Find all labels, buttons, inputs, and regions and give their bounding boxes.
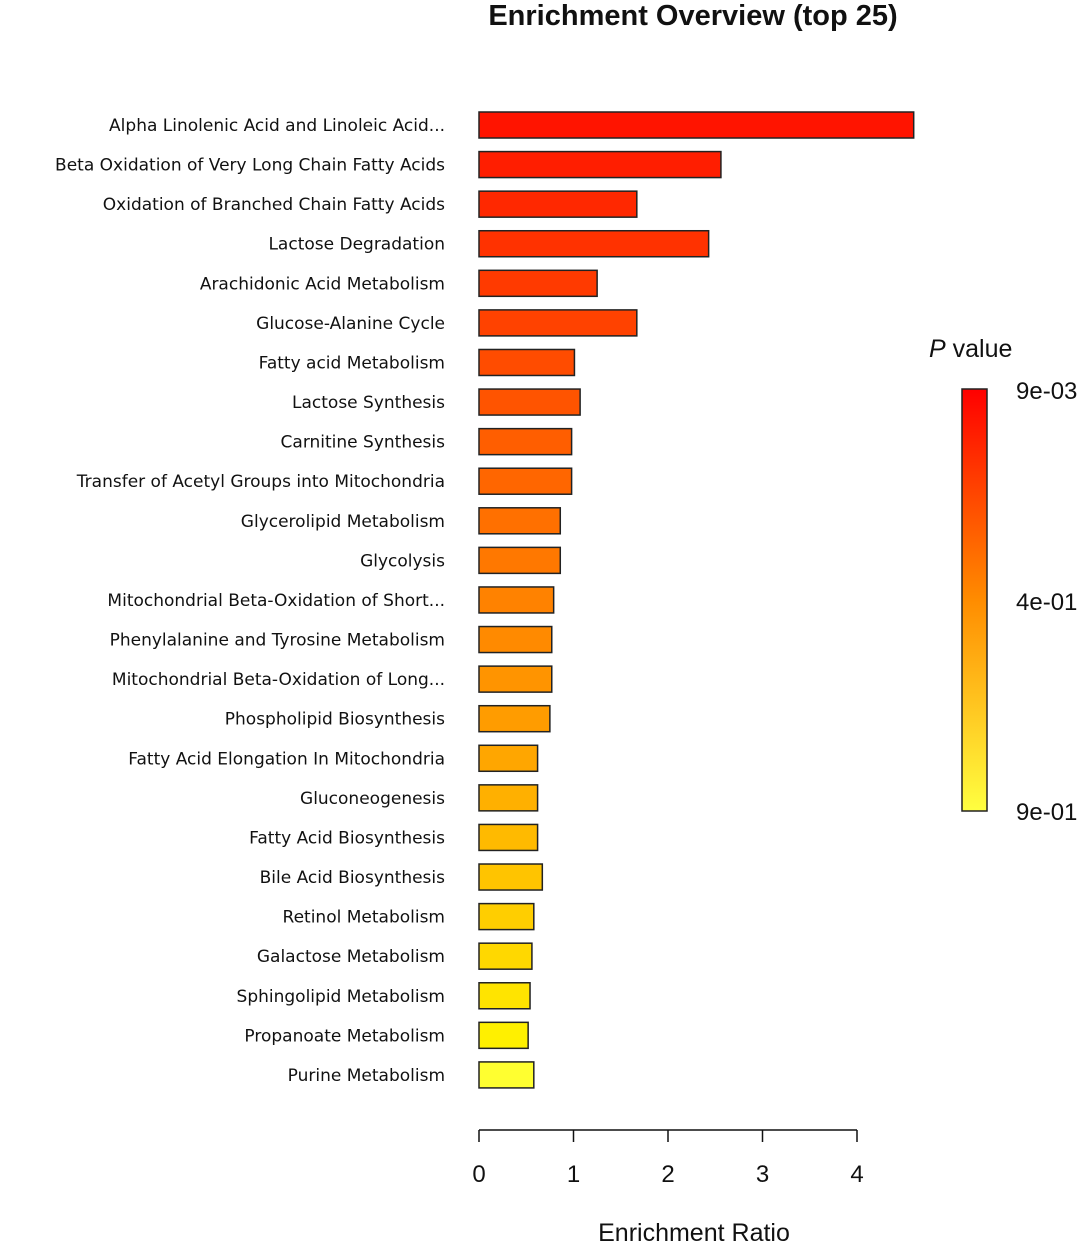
bar <box>478 427 573 456</box>
category-label: Transfer of Acetyl Groups into Mitochond… <box>76 472 445 492</box>
category-label: Mitochondrial Beta-Oxidation of Short... <box>107 591 445 611</box>
category-label: Lactose Degradation <box>268 235 445 255</box>
category-label: Beta Oxidation of Very Long Chain Fatty … <box>55 156 445 176</box>
bar <box>478 388 581 416</box>
x-tick-label: 4 <box>850 1161 863 1188</box>
x-tick-label: 3 <box>756 1161 769 1188</box>
bar <box>478 586 555 614</box>
bar <box>478 150 722 179</box>
category-label: Galactose Metabolism <box>257 947 445 967</box>
bar <box>478 507 562 535</box>
category-label: Phenylalanine and Tyrosine Metabolism <box>110 631 445 651</box>
bar <box>478 229 710 258</box>
category-label: Phospholipid Biosynthesis <box>225 710 445 730</box>
bar <box>478 902 535 931</box>
legend: P value 9e-03 4e-01 9e-01 <box>929 335 1077 826</box>
category-label: Gluconeogenesis <box>300 789 445 809</box>
legend-colorbar <box>961 388 988 812</box>
bar <box>478 309 638 337</box>
bar <box>478 784 539 812</box>
x-tick-label: 0 <box>472 1161 485 1188</box>
bar <box>478 625 553 654</box>
bar <box>478 546 562 575</box>
category-label: Arachidonic Acid Metabolism <box>200 274 445 294</box>
legend-label-mid: 4e-01 <box>1016 589 1077 616</box>
chart-title: Enrichment Overview (top 25) <box>488 0 897 32</box>
category-label: Bile Acid Biosynthesis <box>260 868 446 888</box>
category-label: Purine Metabolism <box>288 1066 445 1086</box>
x-axis-label: Enrichment Ratio <box>598 1219 790 1247</box>
category-label: Lactose Synthesis <box>292 393 445 413</box>
category-label: Propanoate Metabolism <box>244 1026 445 1046</box>
category-label: Mitochondrial Beta-Oxidation of Long... <box>112 670 445 690</box>
category-label: Fatty Acid Biosynthesis <box>249 828 445 848</box>
bar <box>478 665 553 693</box>
bar <box>478 704 551 733</box>
bar <box>478 1061 535 1089</box>
legend-title: P value <box>929 335 1012 363</box>
legend-label-top: 9e-03 <box>1016 378 1077 405</box>
bar <box>478 863 544 891</box>
category-label: Oxidation of Branched Chain Fatty Acids <box>103 195 445 215</box>
bar <box>478 190 638 218</box>
x-tick-label: 1 <box>567 1161 580 1188</box>
x-axis: 0 1 2 3 4 <box>472 1129 864 1188</box>
bar <box>478 1021 529 1050</box>
category-label: Fatty Acid Elongation In Mitochondria <box>128 749 445 769</box>
bar <box>478 467 573 495</box>
bar <box>478 942 533 970</box>
bars-group: Alpha Linolenic Acid and Linoleic Acid..… <box>55 111 915 1089</box>
category-label: Glycerolipid Metabolism <box>241 512 445 532</box>
bar <box>478 823 539 852</box>
bar <box>478 111 915 139</box>
category-label: Fatty acid Metabolism <box>259 353 445 373</box>
legend-label-bottom: 9e-01 <box>1016 799 1077 826</box>
category-label: Carnitine Synthesis <box>281 433 446 453</box>
category-label: Sphingolipid Metabolism <box>237 987 445 1007</box>
category-label: Alpha Linolenic Acid and Linoleic Acid..… <box>109 116 445 136</box>
bar <box>478 982 531 1010</box>
bar <box>478 348 576 377</box>
category-label: Glycolysis <box>360 551 445 571</box>
category-label: Retinol Metabolism <box>283 908 445 928</box>
bar <box>478 744 539 773</box>
bar <box>478 269 598 298</box>
x-tick-label: 2 <box>661 1161 674 1188</box>
category-label: Glucose-Alanine Cycle <box>256 314 445 334</box>
